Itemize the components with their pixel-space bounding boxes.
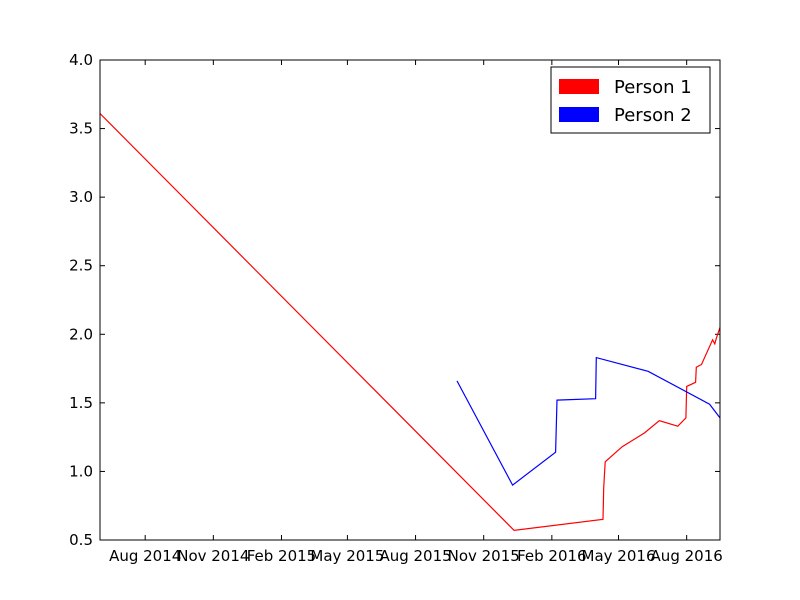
legend: Person 1 Person 2 <box>550 66 711 134</box>
y-tick-label: 3.0 <box>69 188 93 206</box>
y-tick-label: 2.5 <box>69 257 93 275</box>
y-tick-label: 1.5 <box>69 394 93 412</box>
y-tick-label: 0.5 <box>69 531 93 549</box>
series-line-person-2 <box>456 356 721 487</box>
y-tick-label: 2.0 <box>69 325 93 343</box>
legend-swatch <box>559 107 599 122</box>
x-tick-label: Aug 2015 <box>379 547 451 565</box>
x-tick-label: Aug 2014 <box>109 547 181 565</box>
y-tick-label: 4.0 <box>69 51 93 69</box>
series-line-person-1 <box>99 113 721 532</box>
plot-lines <box>99 113 721 532</box>
x-tick-label: May 2015 <box>310 547 384 565</box>
plot-frame <box>99 59 721 541</box>
x-tick-label: Feb 2016 <box>517 547 587 565</box>
x-tick-label: Nov 2014 <box>177 547 249 565</box>
legend-label: Person 1 <box>614 77 692 98</box>
y-tick-label: 1.0 <box>69 462 93 480</box>
y-axis: 0.5 1.0 1.5 2.0 2.5 3.0 3.5 4.0 <box>69 51 720 549</box>
x-tick-label: May 2016 <box>582 547 656 565</box>
x-tick-label: Aug 2016 <box>651 547 723 565</box>
y-tick-label: 3.5 <box>69 120 93 138</box>
legend-swatch <box>559 79 599 94</box>
x-tick-label: Feb 2015 <box>247 547 317 565</box>
x-tick-label: Nov 2015 <box>448 547 520 565</box>
legend-label: Person 2 <box>614 105 692 126</box>
